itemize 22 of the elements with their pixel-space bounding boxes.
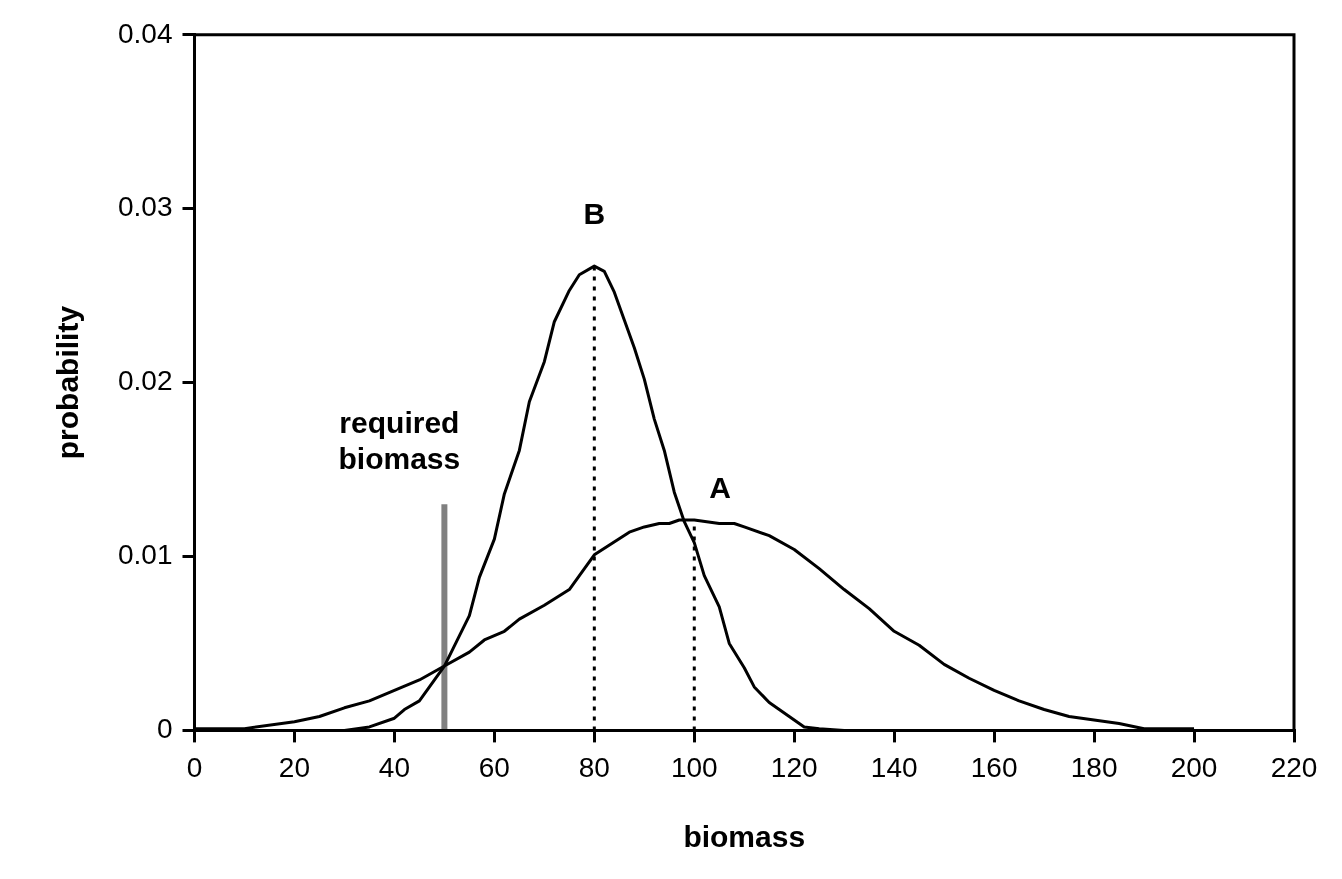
x-tick-label: 60 <box>478 751 510 783</box>
x-tick-label: 40 <box>378 751 410 783</box>
y-axis-title: probability <box>51 305 85 460</box>
x-tick-label: 200 <box>1170 751 1218 783</box>
x-tick-label: 0 <box>186 751 203 783</box>
y-tick-label: 0.03 <box>118 191 173 223</box>
x-tick-label: 160 <box>970 751 1018 783</box>
x-tick-label: 20 <box>278 751 311 783</box>
x-axis-title: biomass <box>683 820 806 854</box>
series-label: A <box>709 471 731 505</box>
x-tick-label: 140 <box>870 751 918 783</box>
y-tick-label: 0.04 <box>118 17 173 49</box>
y-tick-label: 0 <box>156 713 173 745</box>
series-label: B <box>583 197 606 231</box>
x-tick-label: 180 <box>1070 751 1118 783</box>
y-tick-label: 0.02 <box>118 365 173 397</box>
x-tick-label: 100 <box>670 751 718 783</box>
x-tick-label: 80 <box>578 751 610 783</box>
series-label: required biomass <box>338 405 461 475</box>
x-tick-label: 120 <box>770 751 818 783</box>
y-tick-label: 0.01 <box>118 539 173 571</box>
x-tick-label: 220 <box>1270 751 1318 783</box>
